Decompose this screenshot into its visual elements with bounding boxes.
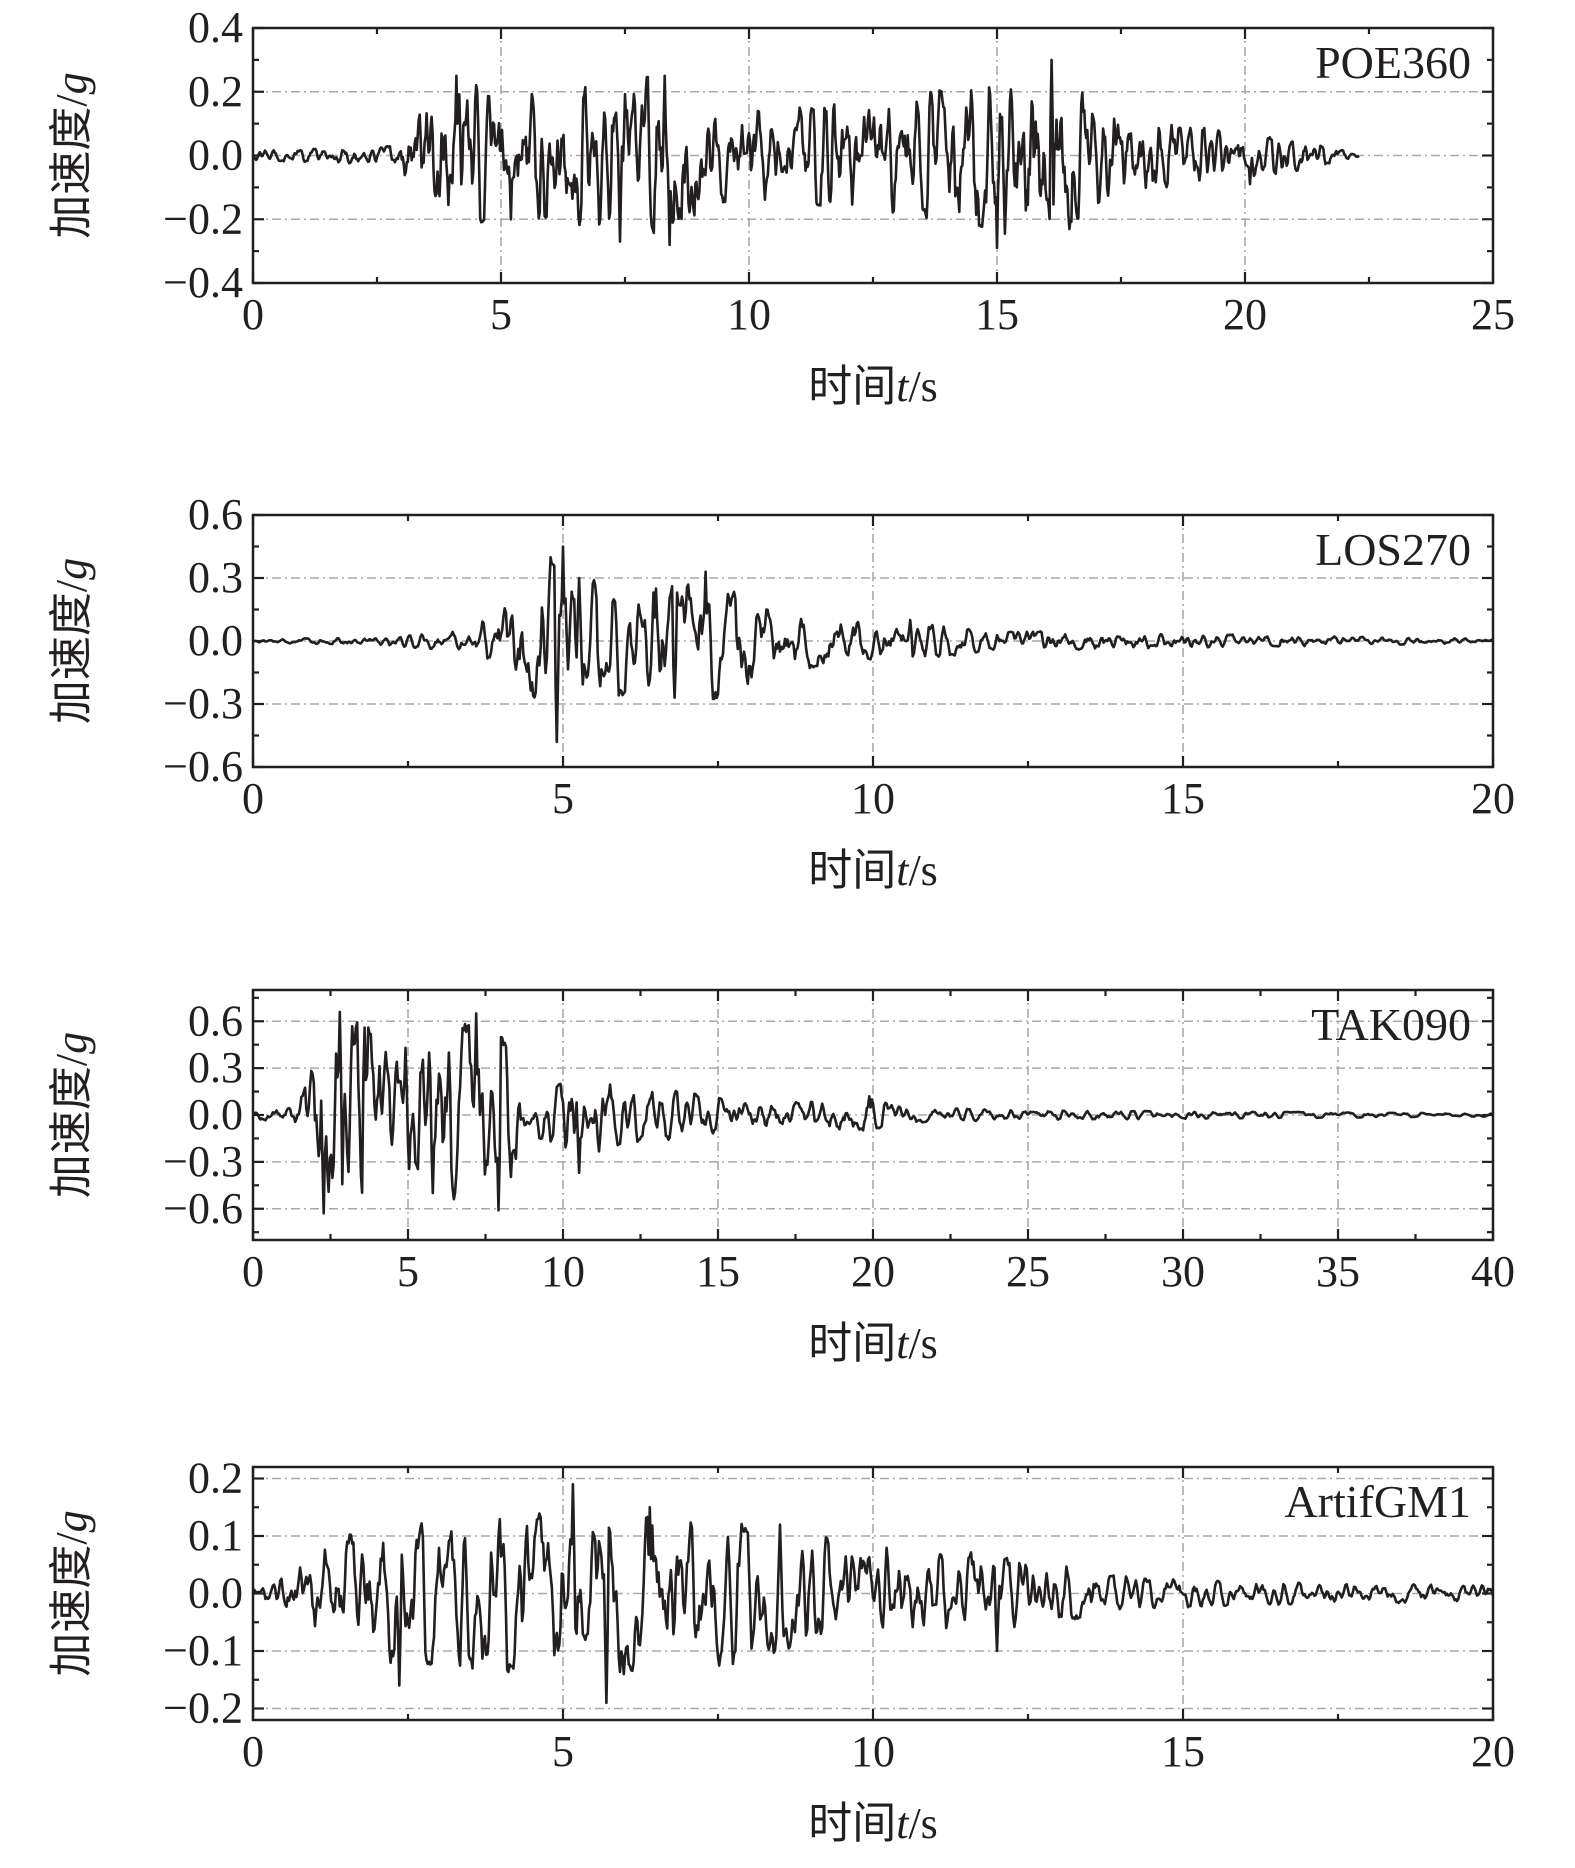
x-tick-label: 25 [1471,290,1515,339]
record-name-label: ArtifGM1 [1284,1476,1471,1527]
record-name-label: POE360 [1315,37,1471,88]
x-tick-label: 10 [541,1247,585,1296]
y-tick-label: −0.1 [163,1626,243,1675]
acceleration-trace [252,1010,1494,1215]
x-tick-label: 15 [975,290,1019,339]
x-tick-label: 25 [1006,1247,1050,1296]
y-tick-label: 0.0 [188,1090,243,1139]
x-tick-label: 0 [242,774,264,823]
x-tick-label: 40 [1471,1247,1515,1296]
x-axis-title-unit: /s [908,362,937,411]
x-tick-label: 15 [696,1247,740,1296]
x-axis-title-unit: /s [908,1319,937,1368]
x-axis-title-prefix: 时间 [808,1798,896,1849]
y-tick-label: 0.0 [188,616,243,665]
x-tick-label: 20 [1471,774,1515,823]
y-tick-label: 0.3 [188,1043,243,1092]
x-tick-label: 5 [397,1247,419,1296]
x-axis-title-variable: t [896,362,910,411]
record-name-label: TAK090 [1311,999,1471,1050]
x-axis-title-variable: t [896,1319,910,1368]
x-axis-title-unit: /s [908,846,937,895]
panel-poe360: 0 5 10 15 20 25 −0.4 −0.2 0.0 0.2 0.4 POE360 时间t/s 加速… [46,3,1515,412]
x-axis-title: 时间t/s [808,361,938,412]
x-tick-label: 15 [1161,1727,1205,1776]
y-tick-label: 0.0 [188,1569,243,1618]
y-axis-title-unit: g [47,1510,96,1532]
x-axis-title: 时间t/s [808,845,938,896]
panel-tak090: 0 5 10 15 20 25 30 35 40 −0.6−0.30.00.30.6 TAK090 时… [46,988,1515,1369]
y-axis-title-prefix: 加速度 [46,592,97,724]
y-axis-title-unit: g [47,72,96,94]
record-name-label: LOS270 [1315,524,1471,575]
y-axis-title-prefix: 加速度 [46,107,97,239]
y-tick-label: −0.6 [163,1184,243,1233]
x-axis-title-prefix: 时间 [808,361,896,412]
y-axis-title-separator: / [47,1532,96,1545]
x-tick-label: 20 [1471,1727,1515,1776]
x-tick-label: 5 [552,774,574,823]
x-tick-label: 0 [242,290,264,339]
y-axis-title: 加速度/g [46,1032,97,1198]
y-tick-label: −0.3 [163,679,243,728]
x-axis-title: 时间t/s [808,1798,938,1849]
y-tick-label: −0.2 [163,194,243,243]
y-tick-label: 0.0 [188,131,243,180]
panel-artifgm1: 0 5 10 15 20 −0.2 −0.1 0.0 0.1 0.2 ArtifGM1 时间t/s 加速… [46,1454,1515,1850]
x-tick-label: 5 [490,290,512,339]
y-tick-label: −0.6 [163,742,243,791]
y-tick-label: −0.4 [163,258,243,307]
x-tick-label: 20 [1223,290,1267,339]
panel-los270: 0 5 10 15 20−0.6−0.30.00.30.6LOS270时间t/s加速度/… [46,490,1515,896]
y-axis-title: 加速度/g [46,558,97,724]
y-tick-label: 0.6 [188,490,243,539]
x-tick-label: 10 [727,290,771,339]
y-tick-label: 0.4 [188,3,243,52]
x-axis-title-variable: t [896,846,910,895]
y-axis-title-separator: / [47,1053,96,1066]
y-tick-label: 0.1 [188,1511,243,1560]
x-axis-title-prefix: 时间 [808,845,896,896]
y-axis-title-prefix: 加速度 [46,1066,97,1198]
y-axis-title-unit: g [47,558,96,580]
x-tick-label: 30 [1161,1247,1205,1296]
x-tick-label: 0 [242,1247,264,1296]
x-tick-label: 35 [1316,1247,1360,1296]
y-axis-title: 加速度/g [46,72,97,238]
y-tick-label: 0.2 [188,1454,243,1503]
y-tick-label: 0.2 [188,67,243,116]
y-axis-title-prefix: 加速度 [46,1545,97,1677]
y-tick-label: 0.3 [188,553,243,602]
x-tick-label: 5 [552,1727,574,1776]
acceleration-trace [251,58,1360,250]
x-axis-title-prefix: 时间 [808,1318,896,1369]
x-tick-label: 10 [851,774,895,823]
y-axis-title-separator: / [47,579,96,592]
x-axis-title: 时间t/s [808,1318,938,1369]
acceleration-trace [251,1483,1495,1705]
x-axis-title-unit: /s [908,1799,937,1848]
x-tick-label: 15 [1161,774,1205,823]
y-tick-label: 0.6 [188,996,243,1045]
y-axis-title-separator: / [47,94,96,107]
y-tick-label: −0.3 [163,1137,243,1186]
y-tick-label: −0.2 [163,1684,243,1733]
y-axis-title-unit: g [47,1032,96,1054]
y-axis-title: 加速度/g [46,1510,97,1676]
x-tick-label: 0 [242,1727,264,1776]
x-axis-title-variable: t [896,1799,910,1848]
x-tick-label: 10 [851,1727,895,1776]
acceleration-trace [252,545,1494,744]
x-tick-label: 20 [851,1247,895,1296]
